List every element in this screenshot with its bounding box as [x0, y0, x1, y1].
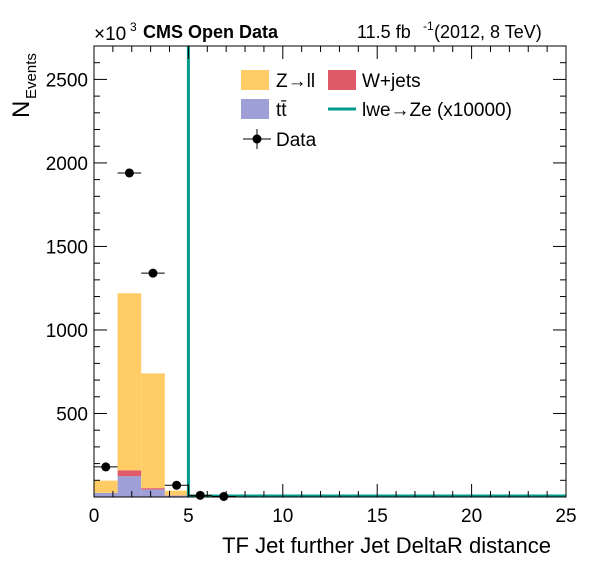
- y-tick-label-2500: 2500: [46, 70, 88, 91]
- bar-wjets-bin-1: [117, 470, 142, 477]
- lumi-value: 11.5 fb: [357, 22, 411, 42]
- bar-zll-bin-2: [141, 373, 165, 489]
- exponent-prefix: ×10: [94, 24, 126, 45]
- data-point-0: [101, 462, 111, 472]
- x-tick-label-20: 20: [461, 506, 482, 527]
- legend-label-ttbar: tt̄: [276, 100, 287, 121]
- bar-zll-bin-3: [164, 490, 189, 496]
- data-point-2: [148, 268, 158, 278]
- y-tick-label-2000: 2000: [46, 154, 88, 175]
- lumi-rest: (2012, 8 TeV): [434, 22, 542, 42]
- y-tick-label-500: 500: [56, 404, 88, 425]
- bar-ttbar-bin-2: [141, 489, 165, 497]
- bar-ttbar-bin-1: [117, 476, 142, 497]
- x-tick-label-25: 25: [555, 506, 576, 527]
- bar-zll-bin-0: [94, 480, 118, 493]
- legend-data-marker: [252, 134, 262, 144]
- stacked-bars: [94, 293, 236, 497]
- bar-ttbar-bin-3: [164, 495, 189, 497]
- legend: Z→ll W+jets tt̄ lwe→Ze (x10000) Data: [241, 70, 512, 151]
- bar-zll-bin-1: [117, 293, 142, 471]
- legend-swatch-zll: [241, 70, 269, 90]
- legend-swatch-ttbar: [241, 99, 269, 119]
- legend-label-zll: Z→ll: [276, 71, 315, 92]
- x-tick-label-10: 10: [272, 506, 293, 527]
- plot-frame: [93, 45, 567, 498]
- legend-label-signal: lwe→Ze (x10000): [362, 100, 512, 121]
- plot-border: [93, 45, 567, 498]
- legend-label-wjets: W+jets: [362, 71, 421, 92]
- experiment-label: CMS Open Data: [143, 22, 279, 42]
- x-tick-label-5: 5: [183, 506, 194, 527]
- x-tick-label-0: 0: [89, 506, 100, 527]
- axis-ticks: 0 5 10 15 20 25 500 1000 1500 2000 2500: [46, 45, 577, 527]
- legend-label-data: Data: [276, 130, 317, 151]
- x-tick-label-15: 15: [367, 506, 388, 527]
- lumi-power: -1: [423, 19, 434, 33]
- data-point-5: [219, 491, 229, 501]
- bar-ttbar-bin-0: [94, 492, 118, 497]
- data-points: [94, 168, 236, 501]
- y-axis-label-main: N: [8, 101, 35, 118]
- exponent-power: 3: [130, 20, 137, 34]
- data-point-4: [195, 490, 205, 500]
- data-point-3: [172, 480, 182, 490]
- data-point-1: [124, 168, 134, 178]
- y-tick-label-1500: 1500: [46, 237, 88, 258]
- y-axis-label: N Events: [8, 53, 40, 118]
- x-axis-label: TF Jet further Jet DeltaR distance: [222, 533, 551, 558]
- legend-swatch-wjets: [328, 70, 356, 90]
- y-tick-label-1000: 1000: [46, 321, 88, 342]
- y-axis-label-sub: Events: [23, 53, 40, 99]
- bar-wjets-bin-2: [141, 488, 165, 490]
